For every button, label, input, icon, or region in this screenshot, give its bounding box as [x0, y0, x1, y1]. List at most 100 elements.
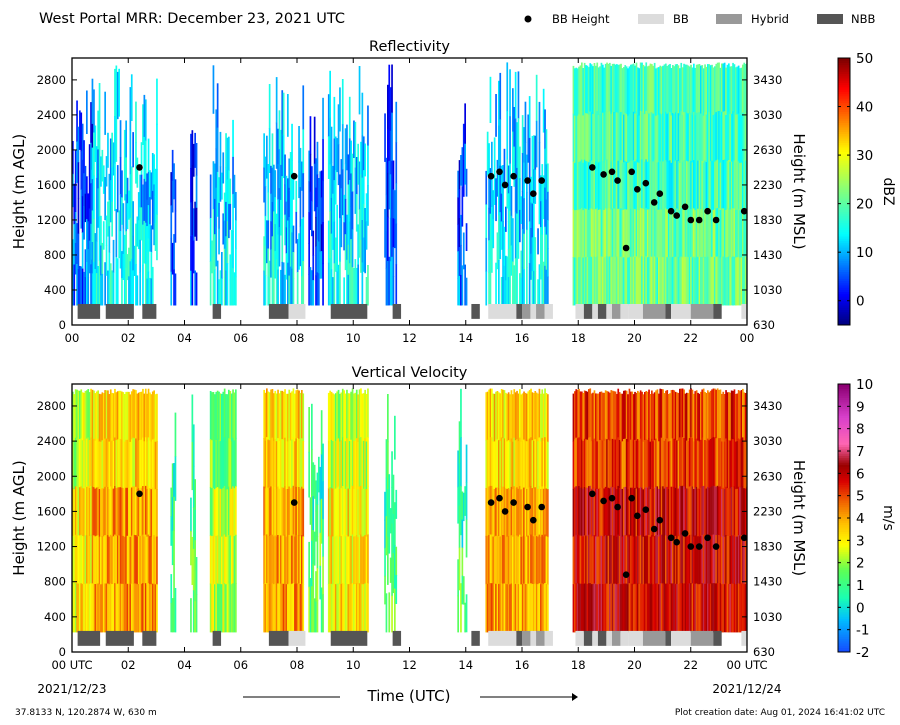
bb-height-point — [687, 216, 695, 224]
reflectivity-bb-type-strip — [77, 303, 747, 319]
legend-bb-swatch — [638, 14, 664, 24]
bb-height-point — [530, 190, 537, 197]
velocity-bb-type-strip — [77, 630, 747, 646]
velocity-colorbar-label: m/s — [880, 505, 896, 531]
bb-type-segment-bb — [628, 630, 643, 646]
x-tick-label: 12 — [402, 658, 417, 672]
bb-height-point — [712, 216, 720, 224]
colorbar-tick-label: 40 — [856, 100, 873, 116]
bb-height-point — [622, 244, 630, 252]
colorbar-tick-label: 5 — [856, 489, 865, 505]
velocity-bb-height-points — [136, 490, 748, 578]
x-tick-label: 08 — [290, 658, 305, 672]
colorbar-tick-label: -1 — [856, 623, 869, 639]
bb-height-point — [740, 207, 748, 215]
bb-type-segment-bb — [592, 303, 598, 319]
x-tick-label: 00 UTC — [51, 658, 92, 672]
y-tick-label: 2800 — [37, 399, 66, 413]
x-tick-label: 16 — [515, 658, 530, 672]
bb-type-segment-nbb — [471, 630, 480, 646]
colorbar-tick-label: 0 — [856, 294, 865, 310]
y-tick-label: 1200 — [37, 540, 66, 554]
velocity-y-label-right: Height (m MSL) — [790, 460, 808, 576]
y-tick-label: 2400 — [37, 434, 66, 448]
bb-height-point — [628, 494, 635, 502]
y-tick-label: 2000 — [37, 143, 66, 157]
bb-type-segment-nbb — [516, 303, 522, 319]
colorbar-tick-label: 7 — [856, 444, 865, 460]
bb-type-segment-hybrid — [642, 630, 666, 646]
start-date: 2021/12/23 — [37, 682, 106, 696]
bb-type-segment-hybrid — [522, 630, 531, 646]
bb-type-segment-nbb — [330, 303, 368, 319]
bb-height-point — [622, 571, 630, 578]
colorbar-tick-label: 4 — [856, 511, 865, 527]
bb-height-point — [487, 172, 495, 180]
bb-height-point — [136, 164, 143, 171]
bb-height-point — [712, 543, 720, 550]
legend: BB Height BB Hybrid NBB — [524, 12, 875, 26]
bb-type-segment-nbb — [665, 630, 672, 646]
y-tick-label-right: 2630 — [753, 143, 782, 157]
bb-height-point — [538, 503, 545, 511]
bb-height-point — [667, 207, 675, 215]
velocity-title: Vertical Velocity — [352, 365, 468, 381]
colorbar-tick-label: 20 — [856, 197, 873, 213]
bb-height-point — [589, 490, 596, 498]
bb-height-point — [667, 534, 675, 542]
x-tick-label: 08 — [290, 331, 305, 345]
y-tick-label: 0 — [59, 318, 66, 332]
bb-type-segment-bb — [679, 303, 691, 319]
time-arrow-head — [572, 693, 578, 701]
y-tick-label-right: 1830 — [753, 213, 782, 227]
bb-type-segment-hybrid — [690, 303, 714, 319]
bb-height-point — [524, 177, 531, 184]
bb-height-point — [524, 503, 531, 511]
bb-height-point — [656, 516, 664, 524]
bb-height-point — [673, 538, 680, 546]
bb-type-segment-hybrid — [536, 630, 545, 646]
bb-type-segment-hybrid — [690, 630, 714, 646]
reflectivity-title: Reflectivity — [369, 39, 450, 55]
bb-type-segment-bb — [592, 630, 598, 646]
bb-height-point — [681, 530, 689, 537]
bb-height-point — [704, 534, 711, 542]
bb-type-segment-bb — [530, 630, 537, 646]
bb-type-segment-bb — [575, 303, 584, 319]
bb-type-segment-nbb — [516, 630, 522, 646]
bb-height-point — [642, 506, 650, 513]
y-tick-label-right: 3430 — [753, 399, 782, 413]
x-tick-label: 18 — [571, 331, 586, 345]
y-tick-label: 0 — [59, 645, 66, 659]
footer: 2021/12/23 2021/12/24 Time (UTC) 37.8133… — [15, 682, 885, 718]
bb-height-point — [634, 186, 641, 193]
bb-height-point — [487, 499, 495, 506]
colorbar-tick-label: 0 — [856, 600, 865, 616]
bb-type-segment-bb — [628, 303, 643, 319]
bb-height-point — [496, 494, 503, 502]
bb-type-segment-nbb — [597, 630, 607, 646]
x-tick-label: 12 — [402, 331, 417, 345]
x-tick-label: 06 — [233, 658, 248, 672]
bb-height-point — [530, 516, 537, 524]
bb-type-segment-bb — [544, 630, 553, 646]
bb-height-point — [538, 177, 545, 184]
bb-type-segment-bb — [671, 303, 680, 319]
figure-title: West Portal MRR: December 23, 2021 UTC — [39, 11, 345, 27]
y-tick-label-right: 1430 — [753, 248, 782, 262]
bb-type-segment-hybrid — [612, 303, 621, 319]
x-tick-label: 04 — [177, 331, 192, 345]
y-tick-label: 800 — [44, 575, 66, 589]
bb-type-segment-bb — [620, 630, 629, 646]
x-tick-label: 06 — [233, 331, 248, 345]
bb-type-segment-nbb — [392, 630, 402, 646]
bb-type-segment-nbb — [713, 630, 722, 646]
bb-height-point — [673, 212, 680, 219]
bb-height-point — [642, 179, 650, 187]
bb-height-point — [496, 168, 503, 176]
bb-height-point — [501, 508, 509, 515]
bb-type-segment-bb — [530, 303, 537, 319]
y-tick-label: 2800 — [37, 73, 66, 87]
bb-height-point — [290, 499, 298, 506]
